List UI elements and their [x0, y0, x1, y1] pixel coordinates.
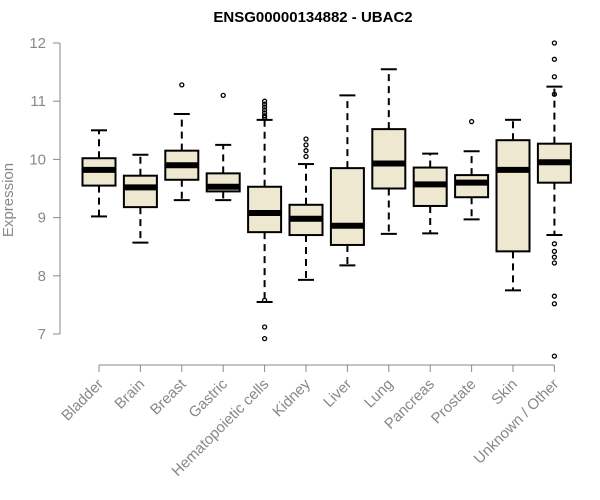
iqr-box — [329, 167, 365, 246]
outlier-point — [551, 241, 558, 247]
iqr-box — [371, 128, 407, 190]
y-tick-label: 11 — [30, 93, 46, 110]
outlier-point — [303, 148, 309, 154]
outlier-point — [551, 91, 558, 97]
x-tick-label: Bladder — [58, 376, 107, 425]
outlier-point — [551, 260, 558, 266]
box-kidney — [288, 136, 324, 281]
outlier-point — [261, 324, 268, 330]
outlier-point — [179, 82, 185, 88]
outlier-point — [551, 56, 558, 62]
x-tick-label: Kidney — [269, 375, 314, 420]
outlier-point — [261, 114, 268, 121]
box-lung — [371, 68, 407, 235]
x-tick-label: Prostate — [428, 376, 480, 428]
outlier-point — [551, 248, 558, 255]
x-tick-label: Liver — [320, 376, 355, 411]
y-tick-label: 12 — [29, 35, 46, 52]
outlier-point — [551, 254, 558, 260]
y-axis-label: Expression — [0, 163, 17, 237]
iqr-box — [247, 185, 283, 234]
outlier-point — [261, 98, 268, 104]
boxes-group — [81, 40, 572, 359]
outlier-point — [303, 153, 309, 160]
outlier-point — [551, 293, 558, 299]
outlier-point — [551, 353, 558, 359]
y-tick-label: 7 — [38, 326, 46, 343]
iqr-box — [495, 139, 531, 253]
y-tick-label: 9 — [38, 210, 46, 227]
iqr-box — [122, 174, 158, 209]
outlier-point — [551, 40, 558, 46]
box-bladder — [81, 129, 117, 218]
outlier-point — [261, 113, 268, 119]
box-pancreas — [412, 152, 448, 235]
iqr-box — [454, 174, 490, 199]
box-liver — [329, 94, 365, 267]
outlier-point — [303, 142, 309, 148]
outlier-point — [303, 136, 309, 142]
box-gastric — [205, 92, 241, 202]
box-skin — [495, 118, 531, 292]
box-prostate — [454, 118, 490, 221]
box-unknown-other — [536, 40, 572, 359]
x-tick-label: Lung — [361, 376, 397, 412]
y-axis: 7 8 9 10 11 12 — [29, 35, 61, 343]
outlier-point — [551, 74, 558, 80]
outlier-point — [261, 101, 268, 107]
outlier-point — [261, 297, 268, 303]
x-tick-label: Brain — [111, 376, 148, 413]
x-tick-label: Breast — [147, 375, 190, 418]
outlier-point — [220, 92, 226, 99]
outlier-point — [261, 110, 268, 116]
outlier-point — [468, 118, 475, 125]
outlier-point — [261, 336, 268, 342]
box-brain — [122, 153, 158, 244]
y-tick-label: 8 — [38, 268, 46, 285]
outlier-point — [261, 107, 268, 113]
box-breast — [164, 82, 200, 202]
x-tick-label: Skin — [488, 376, 521, 409]
box-hematopoietic-cells — [247, 98, 283, 342]
outlier-point — [261, 104, 268, 110]
outlier-point — [551, 301, 558, 307]
chart-title: ENSG00000134882 - UBAC2 — [213, 9, 412, 26]
y-tick-label: 10 — [29, 151, 46, 168]
